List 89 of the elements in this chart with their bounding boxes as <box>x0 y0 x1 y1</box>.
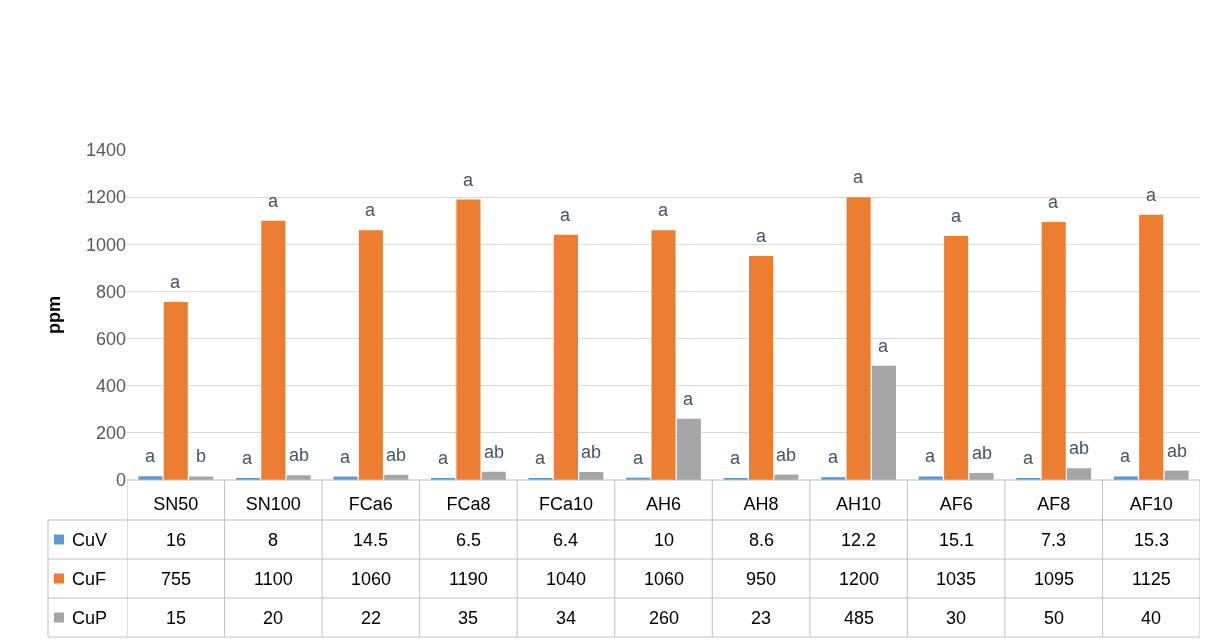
annotation: a <box>730 448 741 468</box>
annotation: ab <box>1167 441 1188 461</box>
y-tick-label: 1400 <box>85 140 126 161</box>
annotation: a <box>1146 185 1157 205</box>
x-tick-label: SN50 <box>153 494 199 514</box>
x-tick-label: FCa6 <box>348 494 393 514</box>
legend-label: CuF <box>72 569 107 589</box>
y-tick-label: 200 <box>95 423 126 444</box>
annotation: a <box>828 447 839 467</box>
x-tick-label: SN100 <box>245 494 301 514</box>
data-label: 10 <box>654 530 675 550</box>
data-label: 16 <box>166 530 187 550</box>
data-label: 34 <box>556 608 577 628</box>
annotation: a <box>683 389 694 409</box>
annotation: a <box>925 446 936 466</box>
annotation: a <box>242 448 253 468</box>
x-tick-label: AF10 <box>1129 494 1173 514</box>
x-tick-label: AF6 <box>939 494 973 514</box>
data-label: 6.5 <box>456 530 482 550</box>
annotation: a <box>438 448 449 468</box>
legend-label: CuP <box>72 608 108 628</box>
annotation: ab <box>776 445 797 465</box>
y-tick-label: 1000 <box>85 234 126 255</box>
y-tick-label: 1200 <box>85 187 126 208</box>
x-tick-label: AH6 <box>645 494 682 514</box>
y-axis-title: ppm <box>44 296 65 334</box>
annotation: a <box>463 170 474 190</box>
annotation: a <box>633 448 644 468</box>
annotation: a <box>170 272 181 292</box>
data-label: 1095 <box>1034 569 1075 589</box>
annotation: a <box>951 206 962 226</box>
data-label: 12.2 <box>841 530 877 550</box>
y-tick-label: 800 <box>95 281 126 302</box>
y-tick-label: 0 <box>115 470 126 491</box>
x-tick-label: AH8 <box>743 494 779 514</box>
annotation: ab <box>1069 438 1090 458</box>
data-label: 15 <box>166 608 187 628</box>
data-label: 50 <box>1044 608 1065 628</box>
x-tick-label: FCa8 <box>446 494 491 514</box>
x-tick-label: AH10 <box>836 494 882 514</box>
annotation: b <box>196 446 207 466</box>
annotation: a <box>560 205 571 225</box>
y-tick-label: 400 <box>95 376 126 397</box>
data-label: 260 <box>649 608 680 628</box>
annotation: ab <box>581 442 602 462</box>
data-label: 15.1 <box>939 530 975 550</box>
data-label: 1190 <box>449 569 488 589</box>
data-label: 7.3 <box>1041 530 1067 550</box>
data-label: 1060 <box>644 569 685 589</box>
annotation: a <box>1120 446 1131 466</box>
legend-label: CuV <box>72 530 108 550</box>
data-label: 1040 <box>546 569 587 589</box>
annotation: ab <box>484 442 505 462</box>
data-label: 20 <box>263 608 284 628</box>
y-tick-label: 600 <box>95 328 126 349</box>
annotation: a <box>878 336 889 356</box>
data-label: 8.6 <box>749 530 775 550</box>
annotation: a <box>145 446 156 466</box>
data-label: 1200 <box>839 569 880 589</box>
data-label: 1060 <box>351 569 392 589</box>
annotation: ab <box>289 445 310 465</box>
data-label: 23 <box>751 608 772 628</box>
data-label: 22 <box>361 608 382 628</box>
data-label: 6.4 <box>553 530 579 550</box>
annotation: a <box>853 167 864 187</box>
data-label: 40 <box>1141 608 1162 628</box>
annotation: ab <box>386 445 407 465</box>
data-label: 485 <box>844 608 875 628</box>
annotation: a <box>268 191 279 211</box>
data-label: 1100 <box>254 569 293 589</box>
annotation: a <box>340 447 351 467</box>
annotation: a <box>1023 448 1034 468</box>
annotation: a <box>535 448 546 468</box>
annotation: a <box>658 200 669 220</box>
data-label: 14.5 <box>353 530 389 550</box>
data-label: 30 <box>946 608 967 628</box>
x-tick-label: AF8 <box>1037 494 1071 514</box>
x-tick-label: FCa10 <box>538 494 593 514</box>
data-label: 1125 <box>1132 569 1171 589</box>
data-label: 1035 <box>936 569 977 589</box>
annotation: a <box>365 200 376 220</box>
data-label: 950 <box>746 569 777 589</box>
annotation: ab <box>972 443 993 463</box>
data-label: 35 <box>458 608 479 628</box>
annotation: a <box>756 226 767 246</box>
data-label: 15.3 <box>1134 530 1170 550</box>
data-label: 755 <box>161 569 192 589</box>
data-label: 8 <box>268 530 279 550</box>
annotation: a <box>1048 192 1059 212</box>
